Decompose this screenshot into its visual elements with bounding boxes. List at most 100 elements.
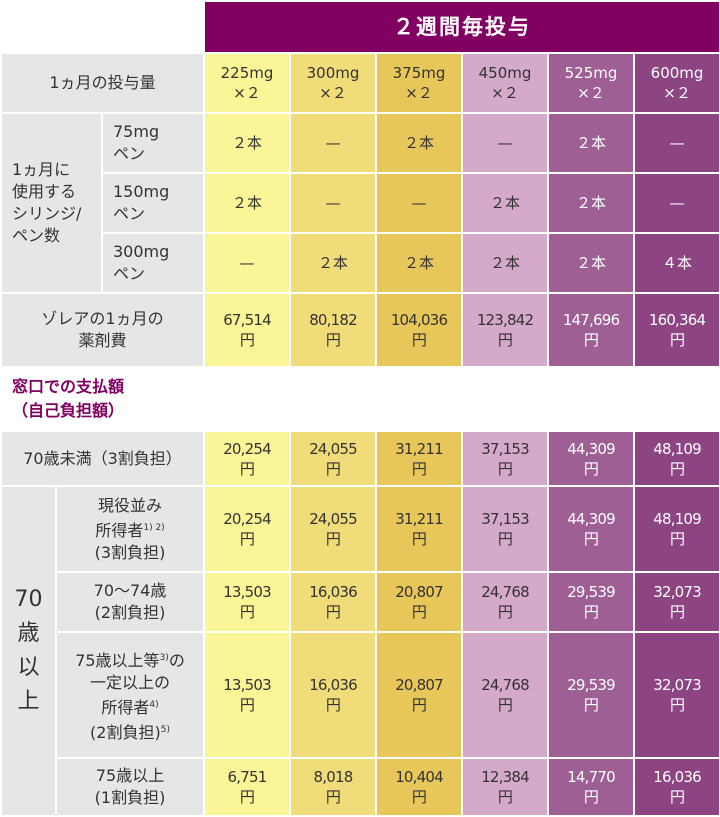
value-cell: 31,211 円	[375, 430, 464, 487]
footnote-ref: 3)	[159, 652, 169, 663]
value-cell: 24,055 円	[289, 485, 378, 573]
label-line: 現役並み	[57, 495, 203, 517]
value-cell: 147,696 円	[547, 292, 636, 368]
copay-section-label: 窓口での支払額 （自己負担額）	[0, 366, 720, 432]
label-text: 75歳以上等	[75, 650, 160, 670]
label-text: (2割負担)	[94, 603, 166, 622]
value-cell: 44,309 円	[547, 485, 636, 573]
value-cell: —	[289, 172, 378, 234]
value-cell: 24,768 円	[461, 631, 550, 759]
footnote-ref: 4)	[149, 699, 159, 710]
label-line: (3割負担)	[57, 542, 203, 564]
value-cell: —	[633, 172, 720, 234]
blank-corner	[0, 0, 206, 54]
value-cell: 67,514 円	[203, 292, 292, 368]
value-cell: 10,404 円	[375, 757, 464, 817]
label-line: 70〜74歳	[57, 580, 203, 602]
over70-row: 75歳以上 (1割負担) 6,751 円 8,018 円 10,404 円 12,384 …	[1, 757, 720, 817]
dose-column-header: 450mg ×２	[461, 52, 550, 114]
label-text: 70〜74歳	[93, 581, 167, 600]
dose-column-header: 375mg ×２	[375, 52, 464, 114]
label-line: 一定以上の	[57, 672, 203, 694]
over70-row: 70 歳 以 上現役並み 所得者1) 2) (3割負担) 20,254 円 24,055…	[0, 485, 720, 817]
label-text: 一定以上の	[90, 672, 171, 692]
value-cell: —	[461, 112, 550, 174]
label-text: の	[168, 650, 185, 670]
value-cell: 37,153 円	[461, 485, 550, 573]
value-cell: ２本	[547, 232, 636, 294]
value-cell: 13,503 円	[203, 571, 292, 633]
under70-row: 70歳未満（3割負担） 20,254 円 24,055 円 31,211 円 37,15…	[0, 430, 720, 487]
value-cell: ２本	[203, 112, 292, 174]
value-cell: 24,055 円	[289, 430, 378, 487]
value-cell: 6,751 円	[203, 757, 292, 817]
value-cell: 31,211 円	[375, 485, 464, 573]
value-cell: 16,036 円	[289, 571, 378, 633]
value-cell: 20,254 円	[203, 430, 292, 487]
over70-sub-label: 75歳以上等3)の 一定以上の 所得者4) (2割負担)5)	[54, 631, 206, 759]
value-cell: 14,770 円	[547, 757, 636, 817]
value-cell: ２本	[203, 172, 292, 234]
value-cell: ２本	[547, 172, 636, 234]
value-cell: 44,309 円	[547, 430, 636, 487]
over70-row: 75歳以上等3)の 一定以上の 所得者4) (2割負担)5) 13,503 円 16,03…	[1, 631, 720, 759]
label-line: (2割負担)	[57, 602, 203, 624]
value-cell: 20,254 円	[203, 485, 292, 573]
value-cell: 48,109 円	[633, 430, 720, 487]
value-cell: 8,018 円	[289, 757, 378, 817]
label-line: 所得者4)	[57, 694, 203, 719]
value-cell: 104,036 円	[375, 292, 464, 368]
value-cell: ２本	[461, 232, 550, 294]
value-cell: 32,073 円	[633, 631, 720, 759]
value-cell: 16,036 円	[289, 631, 378, 759]
pen-row: 150mg ペン ２本 — —２本 ２本 —	[1, 172, 720, 234]
label-line: 所得者1) 2)	[57, 517, 203, 542]
footnote-ref: 5)	[160, 724, 170, 735]
value-cell: —	[289, 112, 378, 174]
dosing-title: ２週間毎投与	[203, 0, 720, 54]
label-text: (1割負担)	[94, 788, 166, 807]
value-cell: ２本	[375, 112, 464, 174]
over70-sub-label: 70〜74歳 (2割負担)	[54, 571, 206, 633]
pen-row: 1ヵ月に 使用する シリンジ/ ペン数 75mg ペン ２本 —２本 —２本 —	[0, 112, 720, 294]
value-cell: 29,539 円	[547, 571, 636, 633]
under70-label: 70歳未満（3割負担）	[0, 430, 206, 487]
value-cell: ２本	[289, 232, 378, 294]
value-cell: —	[375, 172, 464, 234]
footnote-ref: 1) 2)	[143, 522, 165, 533]
value-cell: ４本	[633, 232, 720, 294]
value-cell: 29,539 円	[547, 631, 636, 759]
label-text: (2割負担)	[90, 722, 161, 742]
value-cell: ２本	[375, 232, 464, 294]
over70-sub-label: 75歳以上 (1割負担)	[54, 757, 206, 817]
over70-row: 70〜74歳 (2割負担) 13,503 円 16,036 円 20,807 円 24,7…	[1, 571, 720, 633]
value-cell: 24,768 円	[461, 571, 550, 633]
value-cell: 20,807 円	[375, 571, 464, 633]
label-text: 75歳以上	[95, 766, 165, 785]
value-cell: —	[203, 232, 292, 294]
label-text: 現役並み	[98, 495, 163, 515]
header-row: ２週間毎投与	[0, 0, 720, 54]
value-cell: 160,364 円	[633, 292, 720, 368]
value-cell: 20,807 円	[375, 631, 464, 759]
dose-column-header: 225mg ×２	[203, 52, 292, 114]
dose-column-header: 300mg ×２	[289, 52, 378, 114]
over70-label: 70 歳 以 上	[0, 485, 57, 817]
dose-column-header: 525mg ×２	[547, 52, 636, 114]
label-line: 75歳以上	[57, 765, 203, 787]
label-text: 所得者	[101, 697, 150, 717]
label-line: (1割負担)	[57, 787, 203, 809]
value-cell: 48,109 円	[633, 485, 720, 573]
label-text: 所得者	[95, 520, 144, 540]
label-line: 75歳以上等3)の	[57, 647, 203, 672]
cost-row: ゾレアの1ヵ月の 薬剤費 67,514 円 80,182 円 104,036 円 123…	[0, 292, 720, 368]
value-cell: ２本	[547, 112, 636, 174]
label-text: (3割負担)	[94, 542, 166, 562]
value-cell: 12,384 円	[461, 757, 550, 817]
value-cell: 37,153 円	[461, 430, 550, 487]
section-row: 窓口での支払額 （自己負担額）	[0, 366, 720, 432]
cost-label: ゾレアの1ヵ月の 薬剤費	[0, 292, 206, 368]
value-cell: —	[633, 112, 720, 174]
pen-group-label: 1ヵ月に 使用する シリンジ/ ペン数	[0, 112, 103, 294]
